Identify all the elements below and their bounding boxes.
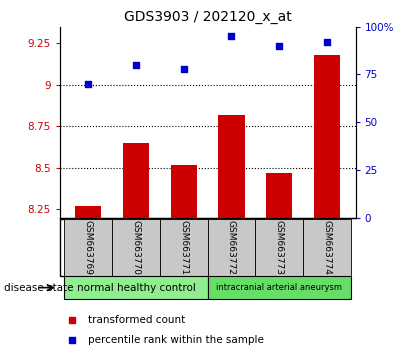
Bar [314,55,340,218]
Point [276,43,282,48]
FancyBboxPatch shape [303,219,351,276]
Text: normal healthy control: normal healthy control [76,282,195,293]
FancyBboxPatch shape [112,219,160,276]
FancyBboxPatch shape [208,276,351,299]
Bar [123,143,149,218]
Point [323,39,330,45]
Text: transformed count: transformed count [88,315,186,325]
Text: intracranial arterial aneurysm: intracranial arterial aneurysm [216,283,342,292]
Text: GSM663774: GSM663774 [322,220,331,275]
Point [133,62,139,68]
Point [228,33,235,39]
Bar [75,206,102,218]
FancyBboxPatch shape [208,219,255,276]
Point [180,66,187,72]
Point [85,81,92,87]
Bar [266,173,292,218]
FancyBboxPatch shape [160,219,208,276]
Text: disease state: disease state [4,282,74,293]
Bar [218,115,245,218]
FancyBboxPatch shape [255,219,303,276]
FancyBboxPatch shape [65,219,112,276]
Text: GSM663769: GSM663769 [84,220,93,275]
FancyBboxPatch shape [65,276,208,299]
Text: GSM663772: GSM663772 [227,220,236,275]
Title: GDS3903 / 202120_x_at: GDS3903 / 202120_x_at [124,10,291,24]
Text: GSM663771: GSM663771 [179,220,188,275]
Text: GSM663770: GSM663770 [132,220,141,275]
Text: GSM663773: GSM663773 [275,220,284,275]
Bar [171,165,197,218]
Text: percentile rank within the sample: percentile rank within the sample [88,335,264,345]
